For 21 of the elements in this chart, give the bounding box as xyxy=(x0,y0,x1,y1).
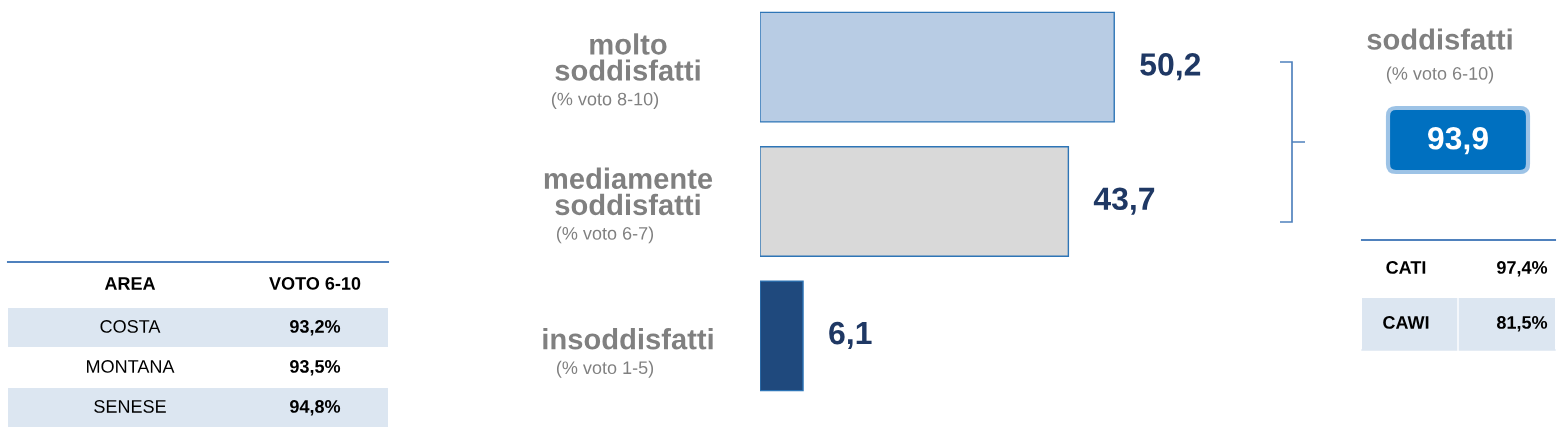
text: CAWI xyxy=(1383,316,1429,329)
y-tick-label: molto soddisfatti (% voto 8-10) xyxy=(551,33,700,109)
data-label: 6,1 xyxy=(829,321,872,350)
y-tick-label: mediamente soddisfatti (% voto 6-7) xyxy=(544,167,713,244)
text: VOTO 6-10 xyxy=(269,277,361,290)
text: CATI xyxy=(1386,261,1426,274)
text: SENESE xyxy=(94,400,166,413)
text: soddisfatti xyxy=(1367,28,1512,50)
text: 97,4% xyxy=(1497,261,1548,277)
text: 81,5% xyxy=(1496,316,1548,332)
text: MONTANA xyxy=(87,360,175,373)
text: 93,2% xyxy=(290,320,341,336)
text: 93,5% xyxy=(290,360,341,376)
text: COSTA xyxy=(100,320,161,333)
text: AREA xyxy=(104,277,156,290)
y-tick-label: insoddisfatti (% voto 1-5) xyxy=(543,328,713,378)
data-label: 43,7 xyxy=(1093,187,1155,215)
text: 94,8% xyxy=(290,400,341,416)
data-label: 50,2 xyxy=(1140,53,1201,81)
text: (% voto 6-10) xyxy=(1386,66,1494,84)
text: 93,9 xyxy=(1428,126,1488,155)
